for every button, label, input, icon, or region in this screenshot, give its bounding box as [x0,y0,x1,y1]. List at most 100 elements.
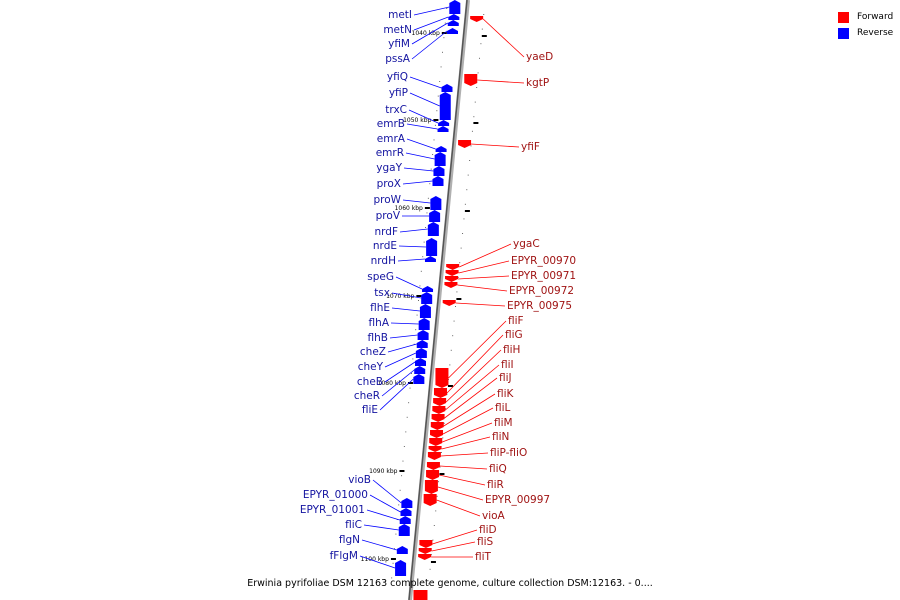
reverse-gene-connector [409,76,442,89]
forward-gene-connector [445,349,502,403]
forward-gene-connector [439,465,488,470]
forward-gene-label: fliD [479,524,497,536]
reverse-gene-feature [413,374,425,384]
forward-gene-connector [431,541,476,552]
reverse-gene-label: fFlgM [330,550,358,562]
forward-gene-label: fliG [505,329,523,341]
forward-gene-feature [432,406,446,414]
scale-major-tick [439,473,445,475]
forward-gene-connector [459,243,512,268]
reverse-gene-label: speG [367,271,394,283]
scale-major-tick [481,35,487,37]
forward-gene-feature [423,494,437,506]
scale-minor-tick [436,495,438,497]
reverse-gene-feature [401,498,413,508]
reverse-gene-label: nrdH [371,255,396,267]
scale-minor-tick [443,37,445,39]
reverse-gene-connector [391,292,422,299]
reverse-gene-connector [402,199,431,204]
forward-gene-label: fliL [495,402,511,414]
scale-minor-tick [429,568,431,570]
scale-minor-tick [392,562,394,564]
reverse-gene-connector [411,30,448,60]
forward-gene-connector [445,364,500,411]
forward-gene-connector [443,393,496,427]
scale-minor-tick [445,408,447,410]
scale-major-tick [399,470,405,472]
scale-minor-tick [410,373,412,374]
forward-gene-connector [437,486,484,501]
reverse-gene-feature [437,126,449,132]
scale-minor-tick [406,416,408,418]
scale-minor-tick [457,276,459,278]
forward-gene-label: fliS [477,536,494,548]
scale-major-tick [433,119,439,121]
scale-tick-label: 1080 kbp [378,380,406,387]
reverse-gene-label: cheY [358,361,384,373]
scale-minor-tick [481,28,483,30]
reverse-gene-connector [391,307,420,312]
forward-gene-label: fliP-fliO [490,447,527,459]
scale-major-tick [464,210,470,212]
scale-minor-tick [449,364,451,366]
scale-minor-tick [464,203,466,205]
scale-minor-tick [453,320,455,322]
forward-gene-feature [428,446,442,452]
scale-minor-tick [473,116,475,118]
scale-minor-tick [480,43,482,45]
scale-minor-tick [466,189,468,191]
scale-minor-tick [398,504,400,506]
reverse-gene-connector [406,123,438,130]
scale-minor-tick [439,466,441,468]
forward-gene-connector [441,436,491,450]
scale-minor-tick [442,437,444,439]
forward-gene-connector [442,422,493,443]
legend-reverse-label: Reverse [857,28,894,38]
reverse-gene-connector [409,92,440,107]
scale-major-tick [447,385,453,387]
forward-gene-label: kgtP [526,77,549,89]
scale-minor-tick [441,51,443,53]
scale-tick-label: 1090 kbp [369,468,397,475]
forward-gene-feature [419,540,433,548]
forward-gene-label: yaeD [526,51,553,63]
forward-gene-feature [427,452,441,460]
reverse-gene-label: cheZ [360,346,386,358]
reverse-gene-connector [390,322,419,325]
scale-tick-label: 1100 kbp [361,556,389,563]
reverse-gene-label: flhE [370,302,390,314]
forward-gene-connector [432,529,478,545]
reverse-gene-feature [438,120,450,126]
reverse-gene-label: flhB [368,332,388,344]
scale-minor-tick [433,525,435,526]
legend-forward-swatch [838,11,849,23]
scale-minor-tick [478,57,480,59]
legend-reverse-swatch [838,27,849,39]
reverse-gene-connector [361,539,397,551]
forward-gene-label: fliN [492,431,509,443]
forward-gene-feature [431,414,445,422]
scale-minor-tick [430,168,432,170]
forward-gene-connector [457,275,510,280]
forward-gene-connector [477,79,525,84]
reverse-gene-feature [416,340,428,348]
scale-minor-tick [476,87,478,88]
scale-minor-tick [417,300,419,301]
forward-gene-feature [444,282,458,288]
reverse-gene-label: proW [373,194,401,206]
scale-minor-tick [425,227,427,228]
reverse-gene-label: ygaY [376,162,402,174]
reverse-gene-feature [435,146,447,152]
forward-gene-feature [430,422,444,430]
genome-backbone-shadow [408,0,470,600]
reverse-gene-label: yfiQ [387,71,408,83]
reverse-gene-connector [389,334,418,339]
scale-major-tick [430,561,436,563]
scale-minor-tick [440,452,442,453]
scale-minor-tick [412,358,414,360]
reverse-gene-feature [433,166,445,176]
forward-gene-feature [442,300,456,306]
scale-minor-tick [395,533,397,535]
scale-minor-tick [433,139,435,141]
forward-gene-connector [436,499,481,517]
